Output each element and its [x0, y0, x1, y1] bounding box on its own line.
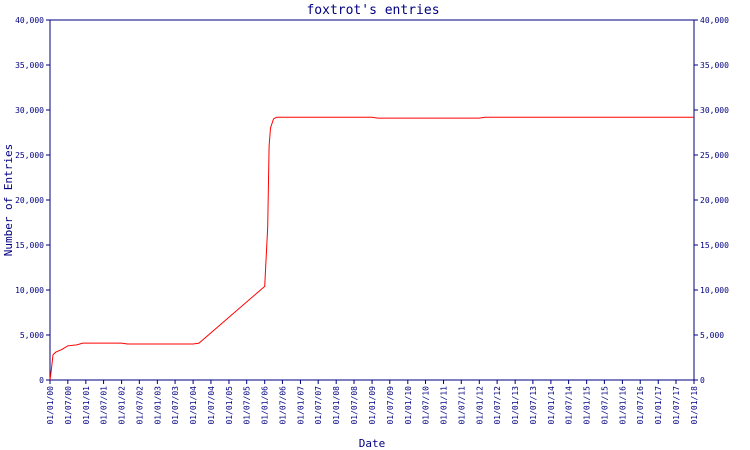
plot-area — [49, 19, 695, 381]
y-tick-label-left: 30,000 — [15, 106, 44, 115]
x-tick-label: 01/01/03 — [153, 386, 162, 425]
y-tick-label-left: 20,000 — [15, 196, 44, 205]
x-tick-label: 01/07/06 — [278, 386, 287, 425]
y-tick-label-right: 30,000 — [700, 106, 729, 115]
y-tick-label-right: 35,000 — [700, 61, 729, 70]
y-tick-label-left: 40,000 — [15, 16, 44, 25]
x-tick-label: 01/01/07 — [296, 386, 305, 425]
x-tick-label: 01/01/16 — [618, 386, 627, 425]
y-tick-label-left: 10,000 — [15, 286, 44, 295]
y-tick-label-right: 25,000 — [700, 151, 729, 160]
x-tick-label: 01/07/17 — [672, 386, 681, 425]
x-tick-label: 01/07/14 — [565, 386, 574, 425]
x-tick-label: 01/01/15 — [583, 386, 592, 425]
y-tick-label-right: 15,000 — [700, 241, 729, 250]
x-tick-label: 01/07/03 — [171, 386, 180, 425]
entries-line — [49, 116, 694, 381]
y-tick-label-right: 20,000 — [700, 196, 729, 205]
chart-title: foxtrot's entries — [306, 3, 439, 18]
y-tick-label-left: 35,000 — [15, 61, 44, 70]
x-tick-label: 01/01/17 — [654, 386, 663, 425]
x-tick-label: 01/07/00 — [64, 386, 73, 425]
x-tick-label: 01/07/01 — [100, 386, 109, 425]
y-axis-ticks: 0 0 5,000 5,000 10,000 10,000 15,000 15,000 20,0… — [15, 16, 729, 385]
x-tick-label: 01/01/01 — [82, 386, 91, 425]
x-tick-label: 01/01/05 — [225, 386, 234, 425]
x-tick-label: 01/07/04 — [207, 386, 216, 425]
y-tick-label-right: 5,000 — [700, 331, 724, 340]
x-tick-label: 01/01/00 — [46, 386, 55, 425]
x-tick-label: 01/01/08 — [332, 386, 341, 425]
x-tick-label: 01/07/07 — [314, 386, 323, 425]
x-tick-label: 01/01/02 — [118, 386, 127, 425]
x-tick-label: 01/07/05 — [243, 386, 252, 425]
x-tick-label: 01/07/16 — [636, 386, 645, 425]
y-axis-title: Number of Entries — [2, 144, 15, 257]
x-tick-label: 01/01/06 — [261, 386, 270, 425]
y-tick-label-left: 0 — [39, 376, 44, 385]
y-tick-label-left: 5,000 — [20, 331, 44, 340]
x-tick-label: 01/07/02 — [135, 386, 144, 425]
x-tick-label: 01/01/10 — [404, 386, 413, 425]
x-tick-label: 01/07/15 — [600, 386, 609, 425]
x-axis-title: Date — [359, 437, 386, 450]
x-tick-label: 01/07/13 — [529, 386, 538, 425]
x-tick-label: 01/01/14 — [547, 386, 556, 425]
x-tick-label: 01/01/11 — [440, 386, 449, 425]
x-tick-label: 01/07/11 — [457, 386, 466, 425]
y-tick-label-left: 25,000 — [15, 151, 44, 160]
y-tick-label-right: 10,000 — [700, 286, 729, 295]
y-tick-label-right: 40,000 — [700, 16, 729, 25]
x-tick-label: 01/01/18 — [690, 386, 699, 425]
x-tick-label: 01/07/09 — [386, 386, 395, 425]
x-tick-label: 01/01/12 — [475, 386, 484, 425]
y-tick-label-left: 15,000 — [15, 241, 44, 250]
x-tick-label: 01/01/04 — [189, 386, 198, 425]
x-tick-label: 01/07/12 — [493, 386, 502, 425]
x-tick-label: 01/01/09 — [368, 386, 377, 425]
x-tick-label: 01/01/13 — [511, 386, 520, 425]
x-tick-label: 01/07/08 — [350, 386, 359, 425]
y-tick-label-right: 0 — [700, 376, 705, 385]
x-tick-label: 01/07/10 — [422, 386, 431, 425]
x-axis-ticks: 01/01/00 01/07/00 01/01/01 01/07/01 01/01/02… — [46, 380, 699, 425]
